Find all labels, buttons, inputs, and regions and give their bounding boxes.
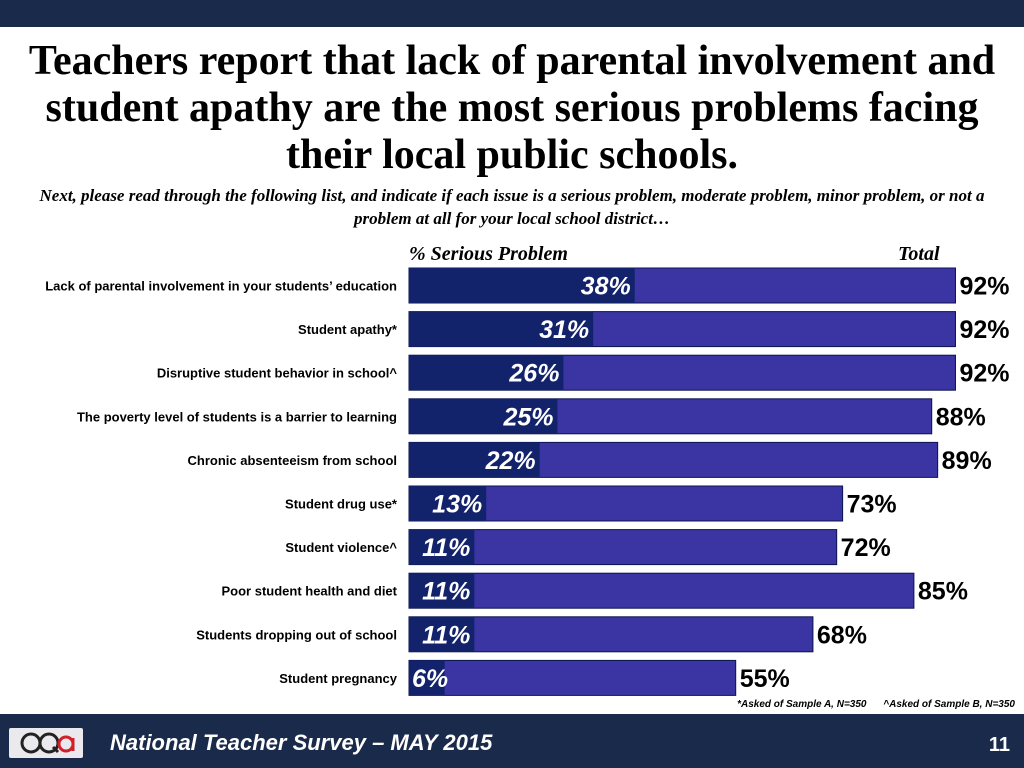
total-bar [408, 659, 737, 696]
sample-a-note: *Asked of Sample A, N=350 [737, 699, 867, 710]
serious-value-label: 11% [422, 621, 470, 649]
serious-value-label: 11% [422, 534, 470, 562]
category-label: Student violence^ [285, 540, 397, 555]
category-label: Student drug use* [285, 497, 398, 512]
serious-bar [409, 486, 487, 521]
category-label: Lack of parental involvement in your stu… [45, 279, 397, 294]
category-label: Student pregnancy [279, 671, 398, 686]
total-value-label: 55% [740, 665, 790, 693]
serious-bar [409, 616, 475, 652]
category-label: The poverty level of students is a barri… [77, 409, 397, 424]
serious-bar [409, 398, 558, 434]
serious-value-label: 25% [502, 403, 553, 431]
serious-bar [409, 355, 564, 391]
total-value-label: 73% [847, 491, 897, 519]
footer: National Teacher Survey – MAY 2015 11 [0, 714, 1024, 768]
serious-bar [409, 268, 635, 303]
page-number: 11 [988, 734, 1010, 756]
bar-chart: Lack of parental involvement in your stu… [45, 267, 1010, 696]
slide-title: Teachers report that lack of parental in… [28, 38, 996, 178]
total-bar [408, 616, 814, 653]
top-bar [0, 0, 1024, 27]
serious-value-label: 11% [422, 578, 470, 606]
slide-subtitle: Next, please read through the following … [39, 186, 985, 228]
serious-bar [409, 573, 475, 609]
sample-b-note: ^Asked of Sample B, N=350 [883, 699, 1015, 710]
serious-bar [409, 442, 540, 478]
total-value-label: 89% [942, 447, 992, 475]
total-value-label: 88% [936, 403, 986, 431]
category-label: Student apathy* [298, 322, 398, 337]
total-value-label: 92% [959, 316, 1009, 344]
serious-bar [409, 311, 594, 347]
total-header: Total [898, 243, 940, 265]
category-label: Students dropping out of school [196, 627, 397, 642]
serious-bar [409, 529, 475, 565]
total-value-label: 85% [918, 578, 968, 606]
sample-notes: *Asked of Sample A, N=350 ^Asked of Samp… [737, 699, 1015, 710]
total-bar [408, 572, 915, 609]
category-label: Chronic absenteeism from school [188, 453, 398, 468]
total-value-label: 92% [959, 273, 1009, 301]
serious-value-label: 31% [539, 316, 589, 344]
total-value-label: 92% [959, 360, 1009, 388]
category-label: Poor student health and diet [221, 584, 397, 599]
serious-problem-header: % Serious Problem [409, 243, 568, 265]
category-label: Disruptive student behavior in school^ [157, 366, 398, 381]
total-value-label: 72% [841, 534, 891, 562]
total-bar [408, 529, 838, 566]
serious-value-label: 26% [508, 360, 559, 388]
serious-value-label: 6% [412, 665, 448, 693]
serious-value-label: 38% [581, 273, 631, 301]
serious-value-label: 13% [432, 491, 482, 519]
footer-title: National Teacher Survey – MAY 2015 [110, 730, 493, 755]
serious-bar [409, 660, 445, 696]
gqr-logo [9, 728, 83, 758]
total-value-label: 68% [817, 621, 867, 649]
serious-value-label: 22% [485, 447, 536, 475]
